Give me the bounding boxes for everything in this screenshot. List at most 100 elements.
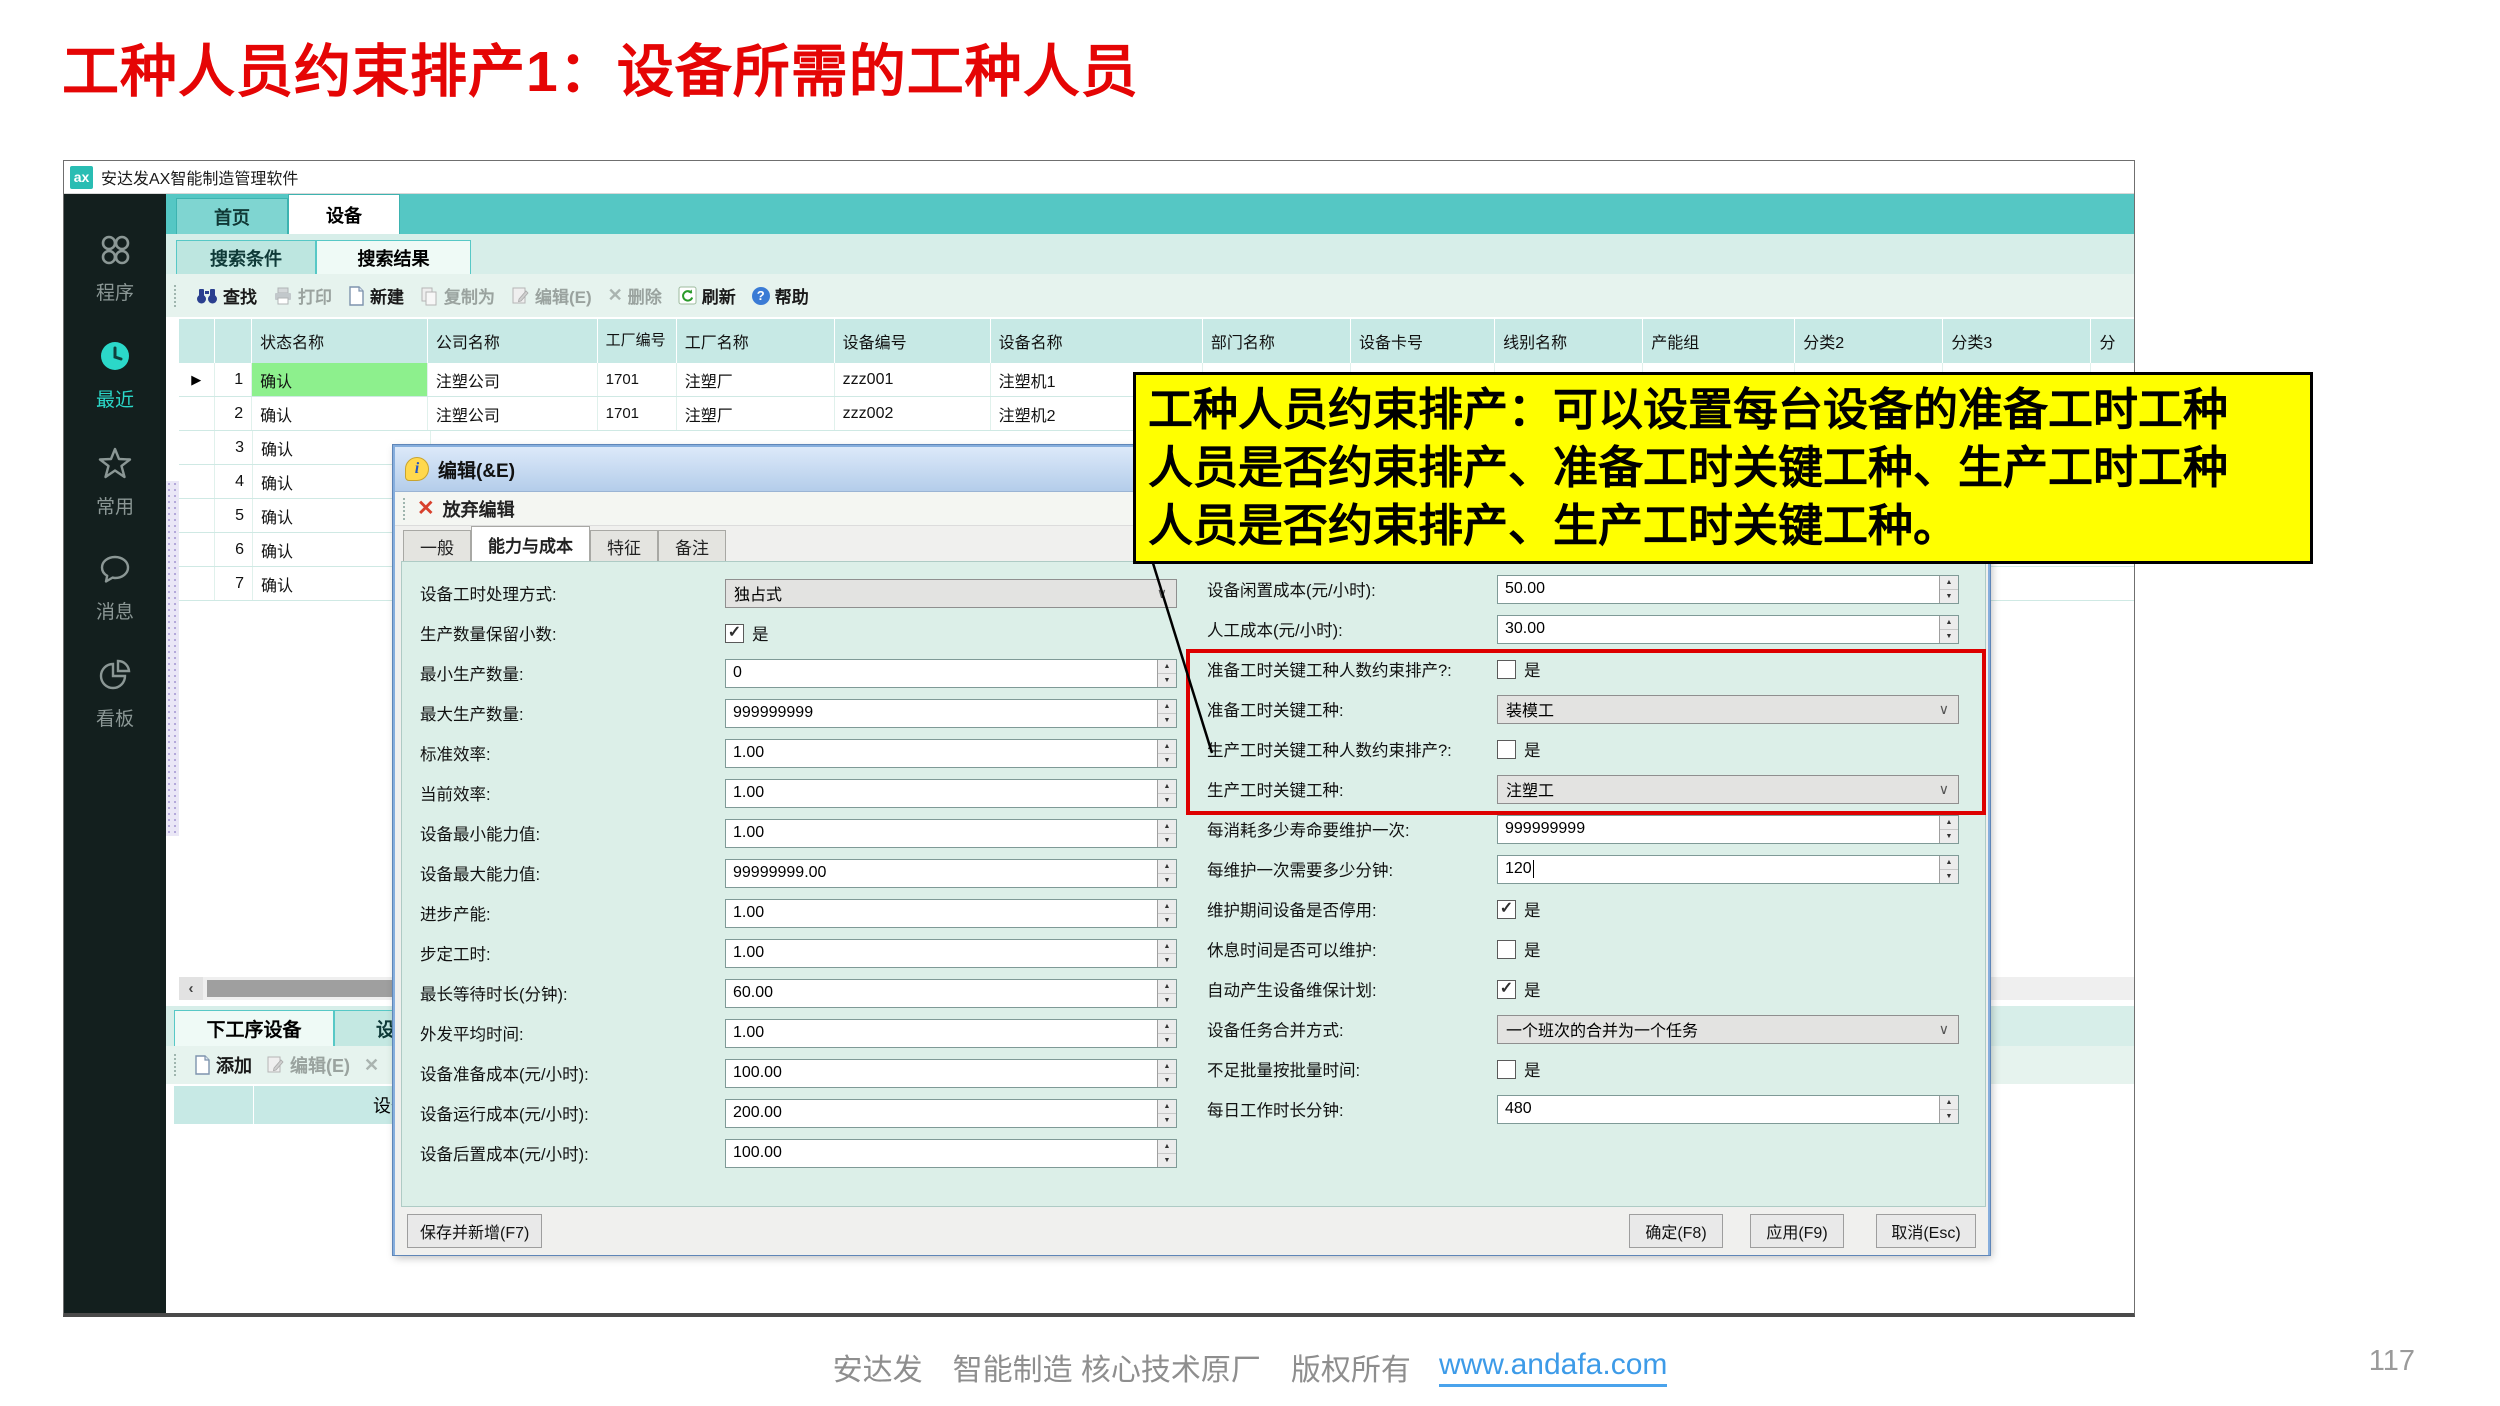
sidebar-item-messages[interactable]: 消息 <box>96 553 134 624</box>
sidebar-item-dashboard[interactable]: 看板 <box>96 658 134 731</box>
edit-button[interactable]: 编辑(E) <box>266 1052 350 1078</box>
tab-search-criteria[interactable]: 搜索条件 <box>176 240 316 274</box>
daily-work-minutes-input[interactable]: 480 ▲ ▼ <box>1497 1094 1959 1124</box>
rest-maintenance-checkbox[interactable]: ✓ 是 <box>1497 935 1959 964</box>
spinner-buttons[interactable]: ▲ ▼ <box>1939 575 1958 603</box>
tab-remarks[interactable]: 备注 <box>658 530 726 561</box>
copy-as-button[interactable]: 复制为 <box>420 283 495 308</box>
sidebar-item-recent[interactable]: 最近 <box>96 339 134 412</box>
spin-up-icon: ▲ <box>1158 1139 1176 1154</box>
save-and-new-button[interactable]: 保存并新增(F7) <box>407 1214 543 1248</box>
edit-button[interactable]: 编辑(E) <box>511 283 592 308</box>
setup-key-worker-dropdown[interactable]: 装模工 ∨ <box>1497 694 1959 724</box>
standard-efficiency-input[interactable]: 1.00 ▲ ▼ <box>725 738 1177 768</box>
add-button[interactable]: 添加 <box>194 1052 252 1078</box>
help-button[interactable]: ? 帮助 <box>751 283 809 308</box>
header-factory-no[interactable]: 工厂编号 <box>598 319 677 363</box>
discard-x-icon: ✕ <box>417 497 435 520</box>
step-capacity-input[interactable]: 1.00 ▲ ▼ <box>725 898 1177 928</box>
edit-icon <box>267 1056 284 1073</box>
new-button[interactable]: 新建 <box>348 283 404 308</box>
spinner-buttons[interactable]: ▲ ▼ <box>1157 979 1176 1007</box>
spinner-buttons[interactable]: ▲ ▼ <box>1157 899 1176 927</box>
auto-maintenance-plan-checkbox[interactable]: ✓ 是 <box>1497 975 1959 1004</box>
app-logo-icon: ax <box>70 165 93 189</box>
sidebar-item-favorites[interactable]: 常用 <box>96 446 134 519</box>
header-status[interactable]: 状态名称 <box>252 319 428 363</box>
delete-icon: ✕ <box>607 285 623 305</box>
print-button[interactable]: 打印 <box>273 283 332 308</box>
red-highlight-box <box>1186 649 1986 815</box>
header-class3[interactable]: 分类3 <box>1943 319 2092 363</box>
device-min-capacity-input[interactable]: 1.00 ▲ ▼ <box>725 818 1177 848</box>
device-run-cost-input[interactable]: 200.00 ▲ ▼ <box>725 1098 1177 1128</box>
spinner-buttons[interactable]: ▲ ▼ <box>1939 1095 1958 1123</box>
header-device-name[interactable]: 设备名称 <box>991 319 1203 363</box>
delete-button[interactable]: ✕ 删除 <box>607 285 662 307</box>
current-efficiency-input[interactable]: 1.00 ▲ ▼ <box>725 778 1177 808</box>
header-device-no[interactable]: 设备编号 <box>835 319 991 363</box>
header-department[interactable]: 部门名称 <box>1203 319 1351 363</box>
outsource-avg-time-input[interactable]: 1.00 ▲ ▼ <box>725 1018 1177 1048</box>
spinner-buttons[interactable]: ▲ ▼ <box>1157 939 1176 967</box>
find-button[interactable]: 查找 <box>196 283 257 308</box>
maintenance-stop-checkbox[interactable]: ✓ 是 <box>1497 895 1959 924</box>
tab-search-results[interactable]: 搜索结果 <box>316 240 471 274</box>
header-line-name[interactable]: 线别名称 <box>1495 319 1644 363</box>
spinner-buttons[interactable]: ▲ ▼ <box>1939 815 1958 843</box>
device-max-capacity-input[interactable]: 99999999.00 ▲ ▼ <box>725 858 1177 888</box>
spinner-buttons[interactable]: ▲ ▼ <box>1157 1019 1176 1047</box>
max-wait-minutes-input[interactable]: 60.00 ▲ ▼ <box>725 978 1177 1008</box>
task-merge-mode-dropdown[interactable]: 一个班次的合并为一个任务 ∨ <box>1497 1014 1959 1044</box>
discard-edit-button[interactable]: 放弃编辑 <box>442 499 515 520</box>
device-idle-cost-input[interactable]: 50.00 ▲ ▼ <box>1497 574 1959 604</box>
footer-link[interactable]: www.andafa.com <box>1438 1348 1668 1387</box>
field-label: 不足批量按批量时间: <box>1207 1062 1361 1080</box>
status-cell: 确认 <box>252 363 428 396</box>
min-production-qty-input[interactable]: 0 ▲ ▼ <box>725 658 1177 688</box>
header-class4[interactable]: 分 <box>2099 335 2116 352</box>
field-label: 最长等待时长(分钟): <box>420 986 568 1004</box>
spinner-buttons[interactable]: ▲ ▼ <box>1939 615 1958 643</box>
spinner-buttons[interactable]: ▲ ▼ <box>1157 1139 1176 1167</box>
tab-features[interactable]: 特征 <box>590 530 658 561</box>
header-company[interactable]: 公司名称 <box>428 319 598 363</box>
spinner-buttons[interactable]: ▲ ▼ <box>1157 1099 1176 1127</box>
step-hours-input[interactable]: 1.00 ▲ ▼ <box>725 938 1177 968</box>
page-number: 117 <box>2368 1345 2415 1377</box>
cancel-button[interactable]: 取消(Esc) <box>1876 1214 1976 1248</box>
labor-cost-input[interactable]: 30.00 ▲ ▼ <box>1497 614 1959 644</box>
scroll-left-button[interactable]: ‹ <box>179 977 203 1000</box>
header-factory[interactable]: 工厂名称 <box>677 319 835 363</box>
tab-next-process-device[interactable]: 下工序设备 <box>174 1010 334 1046</box>
header-class2[interactable]: 分类2 <box>1795 319 1944 363</box>
panel-splitter[interactable] <box>166 481 179 836</box>
maintenance-minutes-input[interactable]: 120 ▲ ▼ <box>1497 854 1959 884</box>
production-key-worker-dropdown[interactable]: 注塑工 ∨ <box>1497 774 1959 804</box>
production-key-worker-constraint-checkbox[interactable]: ✓ 是 <box>1497 735 1959 764</box>
spinner-buttons[interactable]: ▲ ▼ <box>1157 859 1176 887</box>
spinner-buttons[interactable]: ▲ ▼ <box>1157 819 1176 847</box>
ok-button[interactable]: 确定(F8) <box>1629 1214 1723 1248</box>
refresh-button[interactable]: 刷新 <box>678 283 736 308</box>
work-hours-mode-dropdown[interactable]: 独占式 ∨ <box>725 578 1177 608</box>
device-post-cost-input[interactable]: 100.00 ▲ ▼ <box>725 1138 1177 1168</box>
spin-up-icon: ▲ <box>1158 939 1176 954</box>
tab-general[interactable]: 一般 <box>403 530 471 561</box>
batch-time-checkbox[interactable]: ✓ 是 <box>1497 1055 1959 1084</box>
setup-key-worker-constraint-checkbox[interactable]: ✓ 是 <box>1497 655 1959 684</box>
spinner-buttons[interactable]: ▲ ▼ <box>1157 779 1176 807</box>
spinner-buttons[interactable]: ▲ ▼ <box>1939 855 1958 883</box>
tab-capacity-cost[interactable]: 能力与成本 <box>471 526 590 561</box>
spin-down-icon: ▼ <box>1158 873 1176 887</box>
header-capacity-group[interactable]: 产能组 <box>1643 319 1796 363</box>
tab-home[interactable]: 首页 <box>176 198 288 234</box>
header-card-no[interactable]: 设备卡号 <box>1351 319 1496 363</box>
maintenance-life-input[interactable]: 999999999 ▲ ▼ <box>1497 814 1959 844</box>
spinner-buttons[interactable]: ▲ ▼ <box>1157 1059 1176 1087</box>
device-setup-cost-input[interactable]: 100.00 ▲ ▼ <box>725 1058 1177 1088</box>
keep-decimal-checkbox[interactable]: ✓ 是 <box>725 619 1177 648</box>
tab-device[interactable]: 设备 <box>288 194 400 234</box>
apply-button[interactable]: 应用(F9) <box>1750 1214 1844 1248</box>
sidebar-item-programs[interactable]: 程序 <box>96 234 134 305</box>
